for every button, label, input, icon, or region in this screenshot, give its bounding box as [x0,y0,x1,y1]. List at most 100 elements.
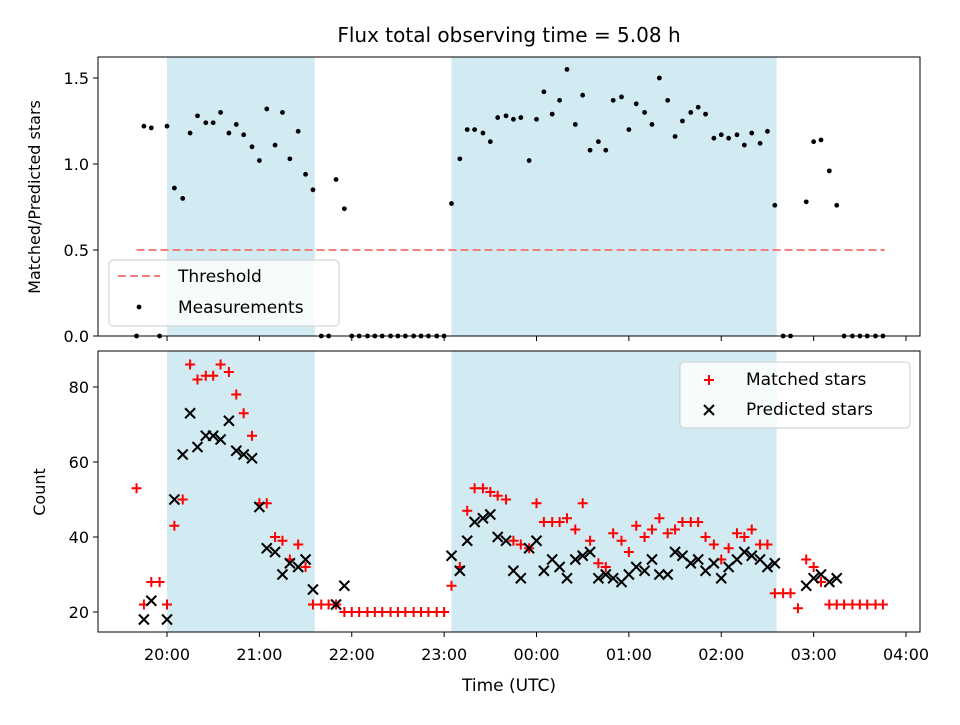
predicted-star-point [246,452,258,464]
predicted-star-point [214,433,227,446]
matched-star-point [570,524,581,535]
matched-star-point [693,517,704,527]
matched-star-point [300,562,311,572]
predicted-star-point-b [276,568,289,581]
measurement-point [518,115,524,120]
predicted-star-point [584,546,596,558]
predicted-star-point-b [299,553,312,566]
predicted-star-point [692,553,704,566]
predicted-star-point [769,557,781,569]
matched-star-point [162,599,172,610]
predicted-star-point-b [269,546,281,558]
measurement-point [487,139,493,145]
ratio-shaded-intervals [167,57,777,336]
predicted-star-point-b [176,448,189,461]
predicted-star-point-b [207,430,219,442]
count-x-tick-label: 04:00 [883,645,929,664]
ratio-y-tick-label: 1.0 [64,155,89,174]
matched-star-point [154,577,165,587]
ratio-y-axis-label: Matched/Predicted stars [25,100,44,294]
measurement-point [210,120,216,126]
matched-star-point [215,359,226,370]
predicted-star-point [708,557,720,569]
predicted-star-point [168,493,181,506]
predicted-star-point [592,572,605,584]
matched-star-point [708,539,719,550]
matched-stars-legend-marker [704,375,714,385]
count-axes-frame [97,350,921,633]
predicted-star-point-b [676,550,689,562]
predicted-stars-legend-marker-b [703,404,715,416]
matched-star-point [554,517,565,527]
predicted-star-point [261,542,273,554]
predicted-star-point-b [546,553,558,566]
measurement-point [672,134,678,139]
predicted-star-point-b [584,546,596,558]
predicted-star-point-b [246,452,258,464]
predicted-star-point-b [161,613,173,626]
count-x-tick-label: 01:00 [606,645,652,664]
measurement-point [464,127,470,132]
predicted-star-point-b [168,493,181,506]
predicted-star-point-b [754,553,766,566]
matched-star-point [593,558,604,569]
measurement-point [249,144,255,150]
measurement-point [256,158,262,163]
predicted-star-point [715,572,727,584]
measurement-point [218,110,223,115]
predicted-star-point-b [253,501,266,513]
predicted-stars-legend-marker [703,404,715,416]
predicted-star-point [338,580,351,592]
matched-star-point [246,430,257,441]
matched-star-point [808,562,819,572]
predicted-star-point-b [145,595,158,607]
predicted-star-point [669,546,681,558]
predicted-star-point-b [491,531,504,543]
matched-star-point [792,603,803,614]
measurement-point [587,147,593,153]
predicted-star-point [538,565,550,577]
matched-star-point [231,389,242,400]
measurement-point [472,127,478,132]
predicted-star-point [276,568,289,581]
predicted-star-point-b [661,568,674,581]
count-legend-box [679,361,911,429]
count-y-tick-label: 40 [69,528,89,547]
measurements-legend-label: Measurements [178,298,304,318]
predicted-star-point [761,561,774,573]
predicted-star-point-b [484,508,497,521]
measurement-point [826,168,832,174]
measurement-point [310,187,316,193]
predicted-star-point-b [214,433,227,446]
measurement-point [834,202,840,208]
count-x-tick-label: 02:00 [698,645,744,664]
matched-star-point [723,543,734,554]
predicted-star-point-b [515,572,527,584]
count-x-tick-label: 00:00 [513,645,559,664]
ratio-shaded-interval [451,57,777,336]
predicted-star-point-b [823,576,836,588]
measurement-point [711,135,717,141]
predicted-star-point-b [445,550,458,562]
predicted-star-point [161,613,173,626]
measurement-point [511,116,516,122]
predicted-star-point [807,572,820,584]
measurement-point [141,123,147,129]
predicted-star-point [491,531,504,543]
predicted-star-point [237,448,250,461]
predicted-star-point-b [530,535,543,547]
matched-star-point [169,520,180,531]
matched-star-point [192,374,203,385]
matched-star-point [477,483,488,494]
predicted-star-point-b [831,572,843,584]
measurement-point [526,158,532,163]
predicted-star-point [454,565,466,577]
predicted-star-point-b [769,557,781,569]
measurement-point [457,156,463,162]
measurement-point [580,92,586,98]
count-shaded-intervals [167,351,777,632]
measurement-point [187,130,193,136]
matched-star-point [208,370,219,381]
predicted-star-point [823,576,836,588]
predicted-star-point-b [223,415,235,427]
